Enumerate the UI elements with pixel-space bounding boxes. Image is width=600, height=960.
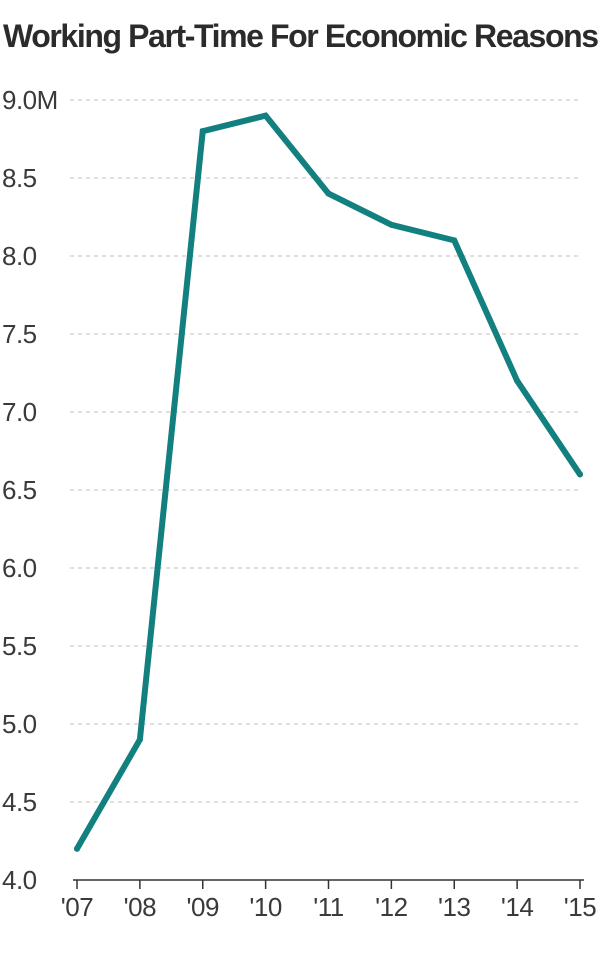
x-tick-label: '08: [124, 892, 156, 922]
x-tick-label: '14: [501, 892, 533, 922]
y-tick-label: 6.5: [2, 475, 37, 505]
y-tick-label: 8.0: [2, 241, 37, 271]
y-tick-label: 9.0M: [2, 85, 58, 115]
data-point: [199, 128, 206, 135]
x-tick-label: '15: [564, 892, 596, 922]
y-tick-label: 4.5: [2, 787, 37, 817]
x-tick-label: '11: [313, 892, 343, 922]
data-point: [74, 845, 80, 852]
y-tick-label: 8.5: [2, 163, 37, 193]
x-tick-label: '07: [61, 892, 93, 922]
data-point: [136, 736, 143, 743]
chart-title: Working Part-Time For Economic Reasons: [3, 18, 599, 54]
y-tick-label: 5.5: [2, 631, 37, 661]
y-tick-label: 5.0: [2, 709, 37, 739]
data-point: [451, 237, 458, 244]
data-point: [262, 112, 269, 119]
x-tick-label: '09: [187, 892, 219, 922]
data-point: [577, 471, 583, 478]
data-point: [325, 190, 332, 197]
y-tick-label: 7.0: [2, 397, 37, 427]
x-tick-label: '10: [249, 892, 281, 922]
y-tick-label: 4.0: [2, 865, 37, 895]
data-point: [388, 221, 395, 228]
y-tick-label: 6.0: [2, 553, 37, 583]
y-tick-label: 7.5: [2, 319, 37, 349]
x-tick-label: '12: [375, 892, 407, 922]
x-tick-label: '13: [438, 892, 470, 922]
series-line: [74, 112, 583, 852]
data-point: [514, 377, 521, 384]
